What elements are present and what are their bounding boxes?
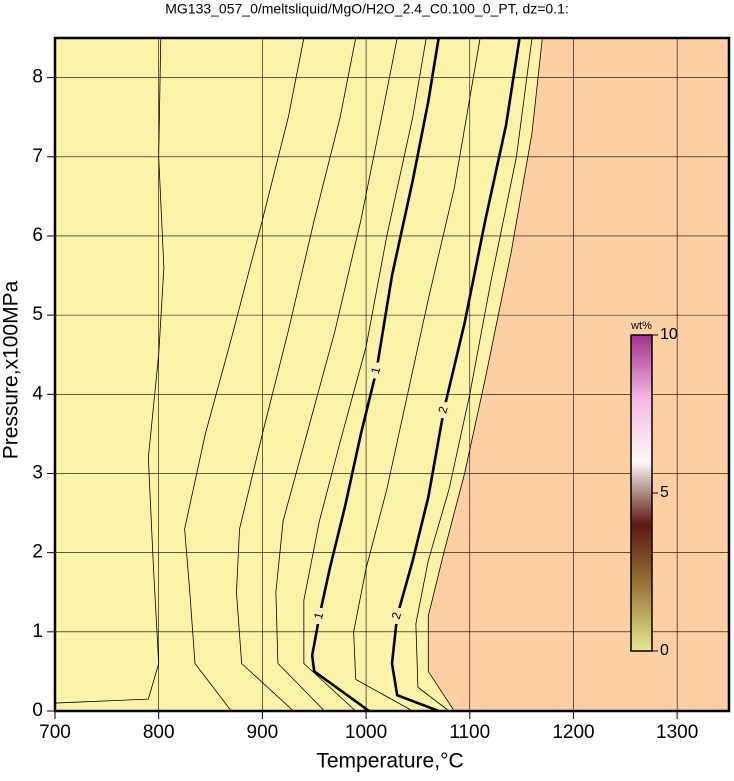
contour-line [55,38,165,704]
contour-label: 2 [435,405,450,415]
y-tick-label: 6 [32,225,43,246]
contour-label: 1 [368,365,383,375]
colorbar-tick-label: 5 [660,484,669,501]
y-tick-label: 0 [32,700,43,721]
y-tick-label: 8 [32,67,43,88]
contour-label: 2 [389,610,404,620]
contour-line [390,38,521,711]
y-axis-label: Pressure,x100MPa [0,280,23,459]
contour-line [310,38,440,711]
x-tick-label: 1300 [656,722,698,743]
contour-label-bg [438,402,449,419]
high-region [428,38,729,711]
colorbar-tick-label: 0 [660,642,669,659]
contour-line [275,38,398,711]
plot-frame [53,36,731,713]
plot-area: 1 1 2 2 [55,38,729,711]
y-tick-label: 3 [32,462,43,483]
colorbar [630,334,653,652]
x-tick-label: 900 [247,722,279,743]
y-tick-label: 2 [32,542,43,563]
contour-label: 1 [311,610,326,620]
x-tick-label: 1200 [552,722,594,743]
y-tick-label: 1 [32,621,43,642]
contour-line [303,38,427,711]
x-tick-label: 800 [143,722,175,743]
contour-label-bg [371,362,382,379]
colorbar-label: wt% [630,320,652,332]
x-tick-label: 700 [39,722,71,743]
y-tick-label: 7 [32,146,43,167]
x-tick-label: 1000 [345,722,387,743]
contour-line [184,38,305,711]
chart-title: MG133_057_0/meltsliquid/MgO/H2O_2.4_C0.1… [165,1,569,17]
contour-line [353,38,481,711]
contour-label-bg [392,607,403,624]
y-tick-label: 5 [32,304,43,325]
x-axis-label: Temperature,°C [316,750,463,773]
x-tick-label: 1100 [449,722,490,743]
colorbar-tick-label: 10 [660,326,678,343]
contour-line [236,38,357,711]
contour-line [415,38,533,711]
contour-label-bg [314,607,325,624]
contour-line [427,38,543,711]
y-tick-label: 4 [32,383,43,404]
